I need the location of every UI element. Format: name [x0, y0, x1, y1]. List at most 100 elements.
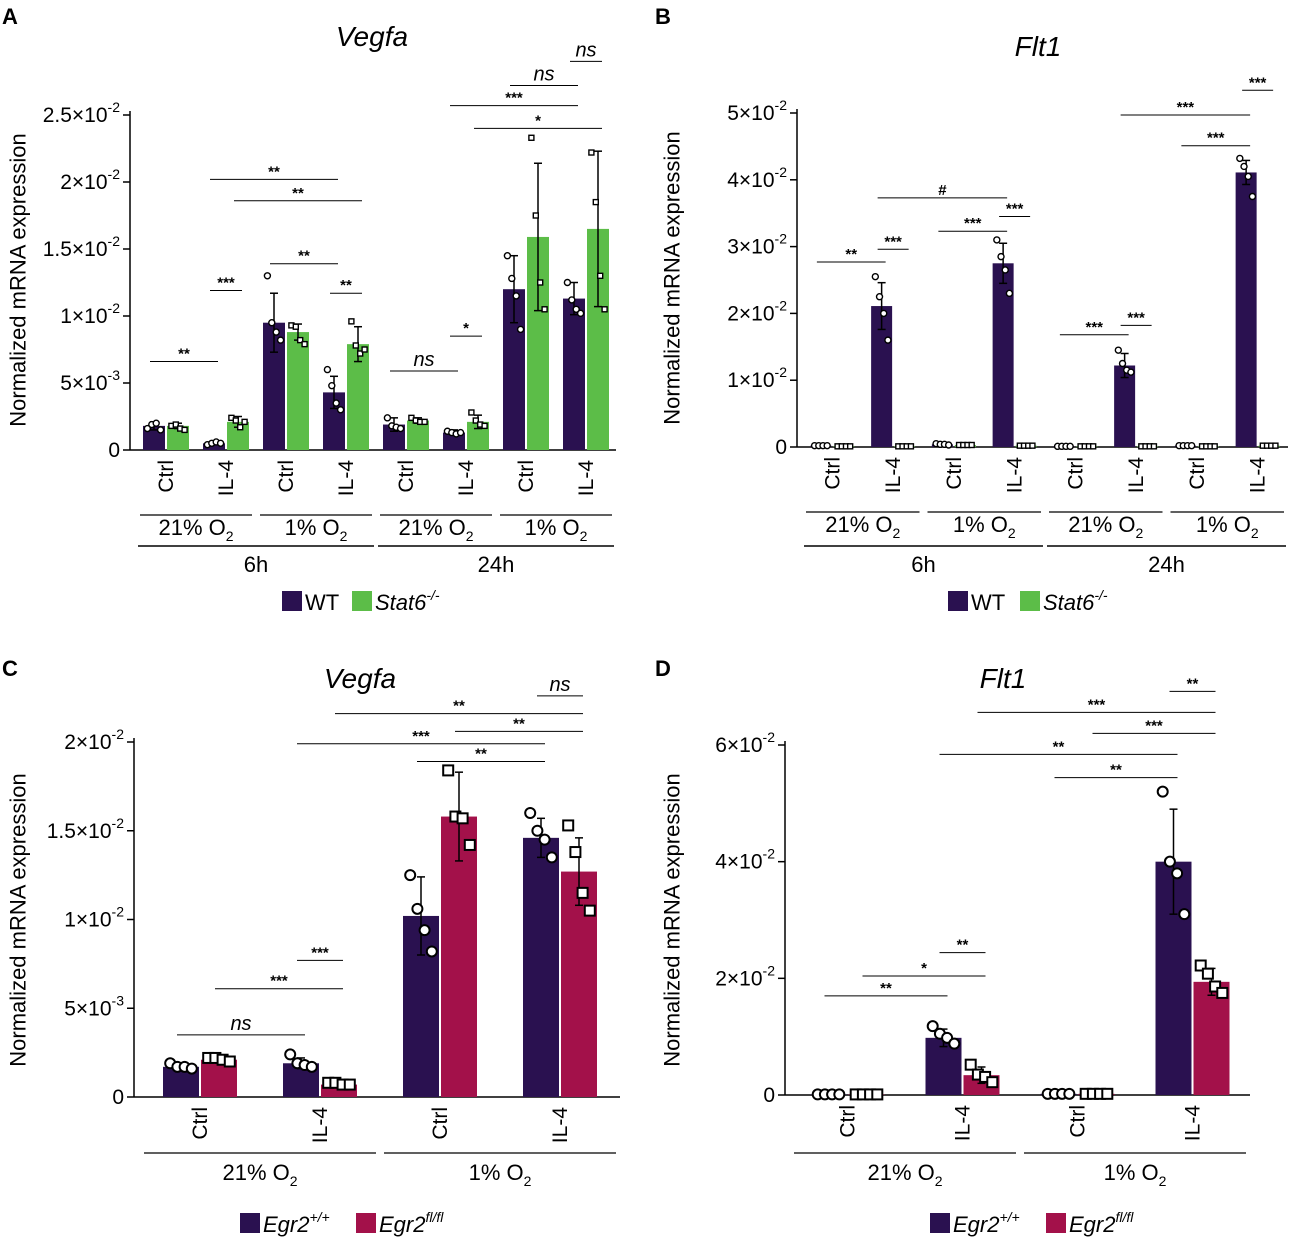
data-point: [1216, 986, 1229, 999]
y-tick-mantissa: 5×10: [727, 102, 774, 125]
y-tick-exponent: -2: [763, 962, 776, 978]
y-tick-label: 2×10-2: [727, 297, 787, 325]
condition-label: 21% O2: [398, 515, 473, 544]
x-tick-label: Ctrl: [837, 1105, 860, 1138]
panel-letter: C: [2, 656, 18, 681]
significance-label: **: [957, 937, 969, 954]
data-point: [172, 421, 180, 428]
significance-label: ***: [270, 973, 288, 990]
data-point: [944, 441, 953, 449]
data-point: [236, 424, 244, 431]
y-tick-label: 0: [112, 1086, 124, 1109]
x-tick-label: Ctrl: [515, 460, 538, 493]
data-point: [997, 252, 1005, 261]
significance-label: ns: [549, 674, 570, 696]
data-point: [357, 350, 364, 357]
significance-label: **: [513, 715, 525, 732]
data-point: [508, 274, 516, 283]
condition-text: 1% O: [285, 515, 340, 540]
significance-label: ***: [1177, 99, 1195, 116]
x-tick-label: Ctrl: [155, 460, 178, 493]
legend-text: WT: [305, 590, 339, 615]
data-point: [588, 149, 595, 156]
condition-subscript: 2: [524, 1173, 532, 1189]
significance-label: **: [475, 746, 487, 763]
significance-label: ns: [575, 39, 596, 61]
y-tick-exponent: -2: [112, 904, 125, 920]
bar: [527, 236, 549, 450]
data-point: [528, 134, 535, 141]
data-point: [1248, 192, 1257, 201]
data-point: [223, 1055, 236, 1068]
x-tick-label: Ctrl: [821, 457, 844, 490]
y-tick-label: 2.5×10-2: [43, 99, 120, 127]
y-tick-exponent: -3: [112, 992, 125, 1008]
data-point: [456, 428, 465, 437]
condition-text: 1% O: [1104, 1160, 1159, 1185]
data-point: [1150, 443, 1158, 450]
x-tick-label: Ctrl: [189, 1107, 212, 1140]
data-point: [1209, 980, 1222, 993]
data-point: [576, 309, 585, 318]
legend-superscript: fl/fl: [425, 1209, 444, 1225]
legend-swatch: [930, 1213, 950, 1233]
bar: [563, 298, 585, 450]
y-tick-mantissa: 6×10: [715, 734, 762, 757]
y-tick-mantissa: 2×10: [60, 171, 107, 194]
condition-label: 1% O2: [953, 512, 1016, 541]
y-tick-exponent: -2: [108, 166, 121, 182]
data-point: [592, 198, 599, 206]
data-point: [516, 325, 525, 334]
significance-label: ***: [217, 275, 235, 292]
bar: [441, 816, 477, 1097]
y-tick-mantissa: 1.5×10: [43, 238, 108, 261]
bar: [443, 432, 465, 450]
data-point: [297, 336, 304, 344]
data-point: [276, 336, 285, 344]
data-point: [468, 409, 475, 416]
significance-label: ***: [1088, 696, 1106, 713]
y-tick-label: 5×10-3: [60, 367, 120, 395]
condition-label: 1% O2: [1104, 1160, 1167, 1189]
data-point: [1001, 266, 1009, 274]
y-tick-mantissa: 3×10: [727, 236, 774, 259]
y-tick-mantissa: 5×10: [60, 372, 107, 395]
data-point: [328, 381, 336, 390]
condition-text: 21% O: [158, 515, 225, 540]
bar: [263, 322, 285, 450]
significance-label: **: [1053, 738, 1065, 755]
data-point: [404, 869, 417, 882]
legend-label: Egr2+/+: [953, 1209, 1020, 1237]
condition-subscript: 2: [1251, 525, 1259, 541]
data-point: [1118, 359, 1127, 368]
legend-label: Stat6-/-: [1043, 587, 1108, 615]
y-tick-label: 6×10-2: [715, 729, 775, 757]
data-point: [541, 306, 548, 313]
x-tick-label: IL-4: [882, 457, 905, 494]
data-point: [268, 319, 276, 327]
condition-label: 21% O2: [825, 512, 900, 541]
y-tick-exponent: -2: [112, 815, 125, 831]
data-point: [284, 1048, 297, 1061]
data-point: [926, 1020, 939, 1033]
x-tick-label: IL-4: [1004, 457, 1027, 494]
y-tick-exponent: -2: [775, 164, 788, 180]
significance-label: ***: [1249, 74, 1267, 91]
significance-label: **: [292, 185, 304, 202]
y-tick-exponent: -2: [775, 364, 788, 380]
condition-label: 21% O2: [222, 1160, 297, 1189]
y-tick-exponent: -2: [763, 846, 776, 862]
x-tick-label: IL-4: [1182, 1105, 1205, 1142]
y-tick-exponent: -2: [108, 300, 121, 316]
bar: [587, 228, 609, 450]
data-point: [1187, 441, 1196, 450]
data-point: [572, 305, 580, 313]
data-point: [1178, 908, 1191, 921]
significance-label: **: [1187, 675, 1199, 692]
data-point: [332, 399, 340, 407]
legend-swatch: [1046, 1213, 1066, 1233]
bar: [227, 421, 249, 450]
x-tick-label: Ctrl: [275, 460, 298, 493]
y-tick-label: 1×10-2: [64, 904, 124, 932]
data-point: [383, 414, 392, 422]
